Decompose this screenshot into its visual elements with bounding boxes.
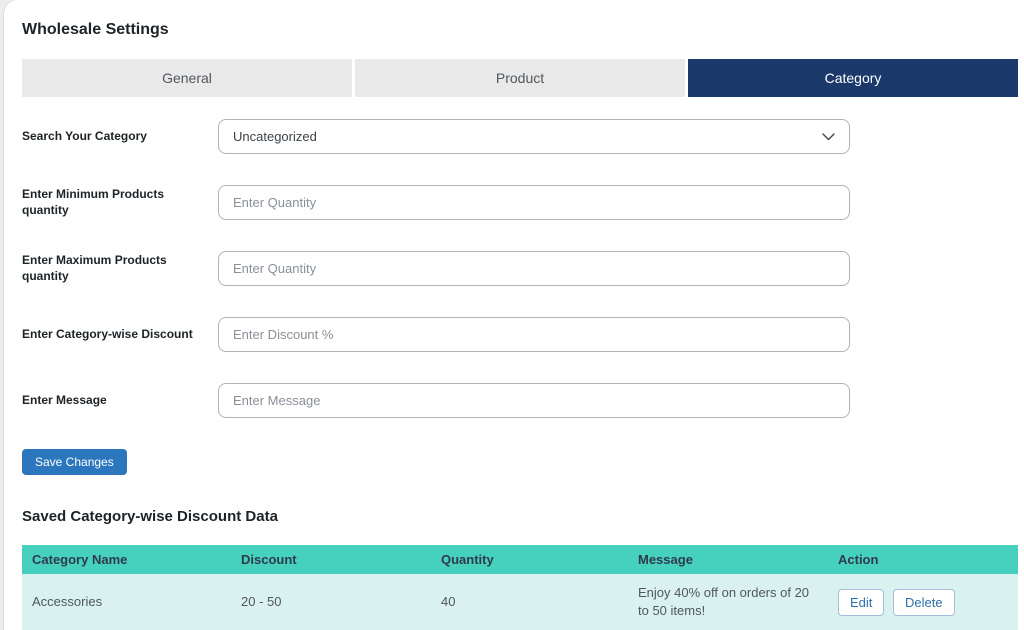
- saved-data-heading: Saved Category-wise Discount Data: [22, 508, 278, 525]
- saved-discount-table: Category Name Discount Quantity Message …: [22, 545, 1018, 630]
- settings-card: Wholesale Settings General Product Categ…: [4, 0, 1024, 630]
- column-header-action: Action: [828, 545, 1018, 574]
- form-row-discount: Enter Category-wise Discount: [22, 317, 1018, 352]
- form-row-min-quantity: Enter Minimum Products quantity: [22, 185, 1018, 220]
- tab-general[interactable]: General: [22, 59, 352, 97]
- save-changes-button[interactable]: Save Changes: [22, 449, 127, 475]
- settings-tabs: General Product Category: [22, 59, 1018, 97]
- cell-discount: 20 - 50: [231, 574, 431, 630]
- message-input[interactable]: [218, 383, 850, 418]
- cell-message: Enjoy 40% off on orders of 20 to 50 item…: [628, 574, 828, 630]
- form-row-message: Enter Message: [22, 383, 1018, 418]
- cell-action: Edit Delete: [828, 574, 1018, 630]
- tab-category[interactable]: Category: [688, 59, 1018, 97]
- cell-category-name: Accessories: [22, 574, 231, 630]
- message-label: Enter Message: [22, 392, 107, 407]
- max-quantity-input[interactable]: [218, 251, 850, 286]
- edit-button[interactable]: Edit: [838, 588, 885, 616]
- column-header-quantity: Quantity: [431, 545, 628, 574]
- category-select-label: Search Your Category: [22, 128, 147, 143]
- discount-input[interactable]: [218, 317, 850, 352]
- max-quantity-label: Enter Maximum Products quantity: [22, 252, 167, 283]
- page-title: Wholesale Settings: [22, 21, 169, 38]
- table-header-row: Category Name Discount Quantity Message …: [22, 545, 1018, 574]
- category-select[interactable]: Uncategorized: [218, 119, 850, 154]
- min-quantity-label: Enter Minimum Products quantity: [22, 186, 165, 217]
- min-quantity-input[interactable]: [218, 185, 850, 220]
- table-row: Accessories 20 - 50 40 Enjoy 40% off on …: [22, 574, 1018, 630]
- column-header-category-name: Category Name: [22, 545, 231, 574]
- column-header-discount: Discount: [231, 545, 431, 574]
- cell-quantity: 40: [431, 574, 628, 630]
- discount-label: Enter Category-wise Discount: [22, 326, 193, 341]
- settings-content: Wholesale Settings General Product Categ…: [4, 0, 1024, 630]
- category-select-value: Uncategorized: [233, 129, 317, 144]
- column-header-message: Message: [628, 545, 828, 574]
- tab-product[interactable]: Product: [355, 59, 685, 97]
- form-row-max-quantity: Enter Maximum Products quantity: [22, 251, 1018, 286]
- form-row-category: Search Your Category Uncategorized: [22, 119, 1018, 154]
- chevron-down-icon: [822, 132, 835, 141]
- delete-button[interactable]: Delete: [893, 588, 955, 616]
